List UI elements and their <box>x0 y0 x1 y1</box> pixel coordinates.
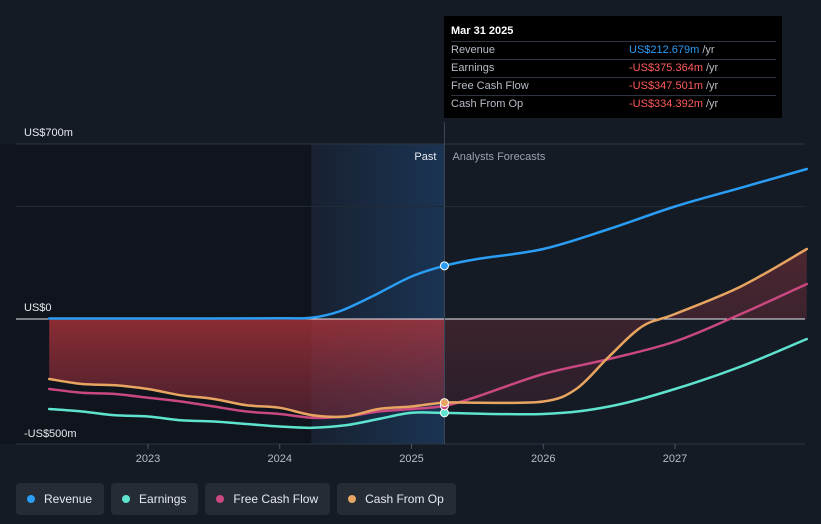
x-tick-label: 2023 <box>136 453 160 465</box>
legend-label: Revenue <box>44 492 93 506</box>
tooltip-value: -US$375.364m <box>629 62 703 74</box>
tooltip-unit: /yr <box>706 62 719 74</box>
tooltip-row-revenue: Revenue US$212.679m /yr <box>451 41 776 59</box>
marker-cash-from-op <box>439 398 449 408</box>
series-line-revenue <box>47 167 809 320</box>
marker-revenue <box>439 261 449 271</box>
cash-from-op-dot-icon <box>348 495 357 503</box>
tooltip-label: Free Cash Flow <box>451 80 529 92</box>
y-tick-label: US$700m <box>24 127 73 139</box>
tooltip-label: Revenue <box>451 44 496 56</box>
tooltip-label: Earnings <box>451 62 495 74</box>
data-tooltip: Mar 31 2025 Revenue US$212.679m /yr Earn… <box>444 16 782 118</box>
revenue-dot-icon <box>27 495 35 503</box>
legend-item-cash-from-op[interactable]: Cash From Op <box>337 483 456 515</box>
legend-item-earnings[interactable]: Earnings <box>111 483 199 515</box>
tooltip-date: Mar 31 2025 <box>451 25 514 37</box>
x-tick-label: 2027 <box>663 453 687 465</box>
negative-area-forecast <box>444 249 807 403</box>
tooltip-unit: /yr <box>706 98 719 110</box>
legend-label: Free Cash Flow <box>233 492 319 506</box>
free-cash-flow-dot-icon <box>216 495 225 503</box>
y-tick-label: -US$500m <box>24 428 77 440</box>
series-line-earnings <box>47 337 809 430</box>
tooltip-unit: /yr <box>706 80 719 92</box>
legend-item-free-cash-flow[interactable]: Free Cash Flow <box>205 483 331 515</box>
earnings-dot-icon <box>122 495 131 503</box>
tooltip-row-cash-from-op: Cash From Op -US$334.392m /yr <box>451 95 776 113</box>
series-line-cash-from-op <box>47 247 809 419</box>
tooltip-label: Cash From Op <box>451 98 524 110</box>
x-tick-label: 2026 <box>531 453 555 465</box>
legend-label: Earnings <box>139 492 187 506</box>
x-tick-label: 2025 <box>399 453 423 465</box>
tooltip-row-free-cash-flow: Free Cash Flow -US$347.501m /yr <box>451 77 776 95</box>
tooltip-unit: /yr <box>702 44 715 56</box>
forecast-label: Analysts Forecasts <box>452 151 545 163</box>
tooltip-row-earnings: Earnings -US$375.364m /yr <box>451 59 776 77</box>
legend-item-revenue[interactable]: Revenue <box>16 483 105 515</box>
x-tick-label: 2024 <box>268 453 292 465</box>
negative-area-past <box>49 319 445 417</box>
y-tick-label: US$0 <box>24 302 52 314</box>
chart-legend: Revenue Earnings Free Cash Flow Cash Fro… <box>16 483 456 515</box>
past-label: Past <box>414 151 436 163</box>
tooltip-value: -US$347.501m <box>629 80 703 92</box>
tooltip-value: -US$334.392m <box>629 98 703 110</box>
tooltip-value: US$212.679m <box>629 44 700 56</box>
legend-label: Cash From Op <box>365 492 444 506</box>
